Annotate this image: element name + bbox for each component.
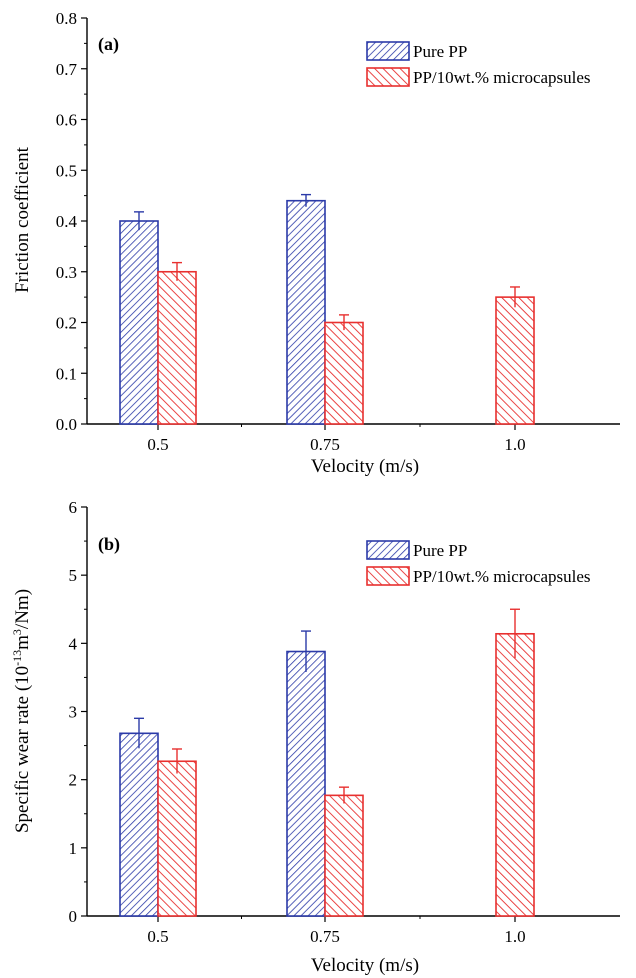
bar-b-pp-microcapsules — [495, 632, 535, 917]
y-tick-label-b: 3 — [69, 703, 78, 722]
bar-b-pp-microcapsules — [157, 760, 197, 917]
y-axis-title-b-exp2: 3 — [10, 629, 24, 635]
y-tick-label-b: 4 — [69, 634, 78, 653]
legend-label-b: Pure PP — [413, 541, 467, 560]
y-tick-label-b: 6 — [69, 498, 78, 517]
y-tick-label-a: 0.3 — [56, 263, 77, 282]
bar-b-pure-pp — [119, 732, 159, 917]
y-axis-title-b: Specific wear rate (10-13m3/Nm) — [10, 589, 33, 833]
y-tick-label-a: 0.4 — [56, 212, 78, 231]
legend-label-a: Pure PP — [413, 42, 467, 61]
y-tick-label-b: 0 — [69, 907, 78, 926]
y-axis-title-b-exp1: -13 — [10, 650, 24, 666]
bar-a-pure-pp — [119, 220, 159, 425]
legend-swatch-b — [366, 566, 410, 586]
bar-b-pp-microcapsules — [324, 794, 364, 917]
y-axis-title-b-suffix: /Nm) — [12, 589, 33, 629]
legend-label-b: PP/10wt.% microcapsules — [413, 567, 591, 586]
y-axis-title-b-prefix: Specific wear rate (10 — [12, 666, 33, 833]
y-axis-title-a: Friction coefficient — [12, 146, 33, 293]
y-tick-label-a: 0.1 — [56, 364, 77, 383]
panel-label-b: (b) — [98, 534, 120, 555]
bar-a-pp-microcapsules — [324, 321, 364, 425]
y-axis-title-b-mid: m — [12, 635, 33, 650]
legend-swatch-a — [366, 67, 410, 87]
x-tick-label-a: 1.0 — [504, 435, 525, 454]
x-tick-label-a: 0.75 — [310, 435, 340, 454]
x-axis-title-a: Velocity (m/s) — [311, 456, 419, 477]
bar-a-pp-microcapsules — [157, 270, 197, 425]
x-axis-title-b: Velocity (m/s) — [311, 955, 419, 976]
legend-label-a: PP/10wt.% microcapsules — [413, 68, 591, 87]
y-tick-label-a: 0.0 — [56, 415, 77, 434]
legend-swatch-b — [366, 540, 410, 560]
x-tick-label-b: 0.75 — [310, 927, 340, 946]
x-tick-label-b: 0.5 — [147, 927, 168, 946]
chart-panel-a: (a) Velocity (m/s) Friction coefficient … — [12, 9, 620, 477]
bar-b-pure-pp — [286, 650, 326, 917]
y-tick-label-b: 2 — [69, 771, 78, 790]
x-tick-label-a: 0.5 — [147, 435, 168, 454]
y-tick-label-b: 5 — [69, 566, 78, 585]
y-tick-label-a: 0.8 — [56, 9, 77, 28]
bar-a-pp-microcapsules — [495, 296, 535, 425]
y-tick-label-a: 0.5 — [56, 161, 77, 180]
panel-label-a: (a) — [98, 34, 119, 55]
bar-a-pure-pp — [286, 199, 326, 425]
legend-swatch-a — [366, 41, 410, 61]
chart-panel-b: (b) Velocity (m/s) Specific wear rate (1… — [10, 498, 620, 976]
x-tick-label-b: 1.0 — [504, 927, 525, 946]
y-tick-label-a: 0.2 — [56, 314, 77, 333]
y-tick-label-b: 1 — [69, 839, 78, 858]
y-tick-label-a: 0.6 — [56, 111, 77, 130]
y-tick-label-a: 0.7 — [56, 60, 78, 79]
